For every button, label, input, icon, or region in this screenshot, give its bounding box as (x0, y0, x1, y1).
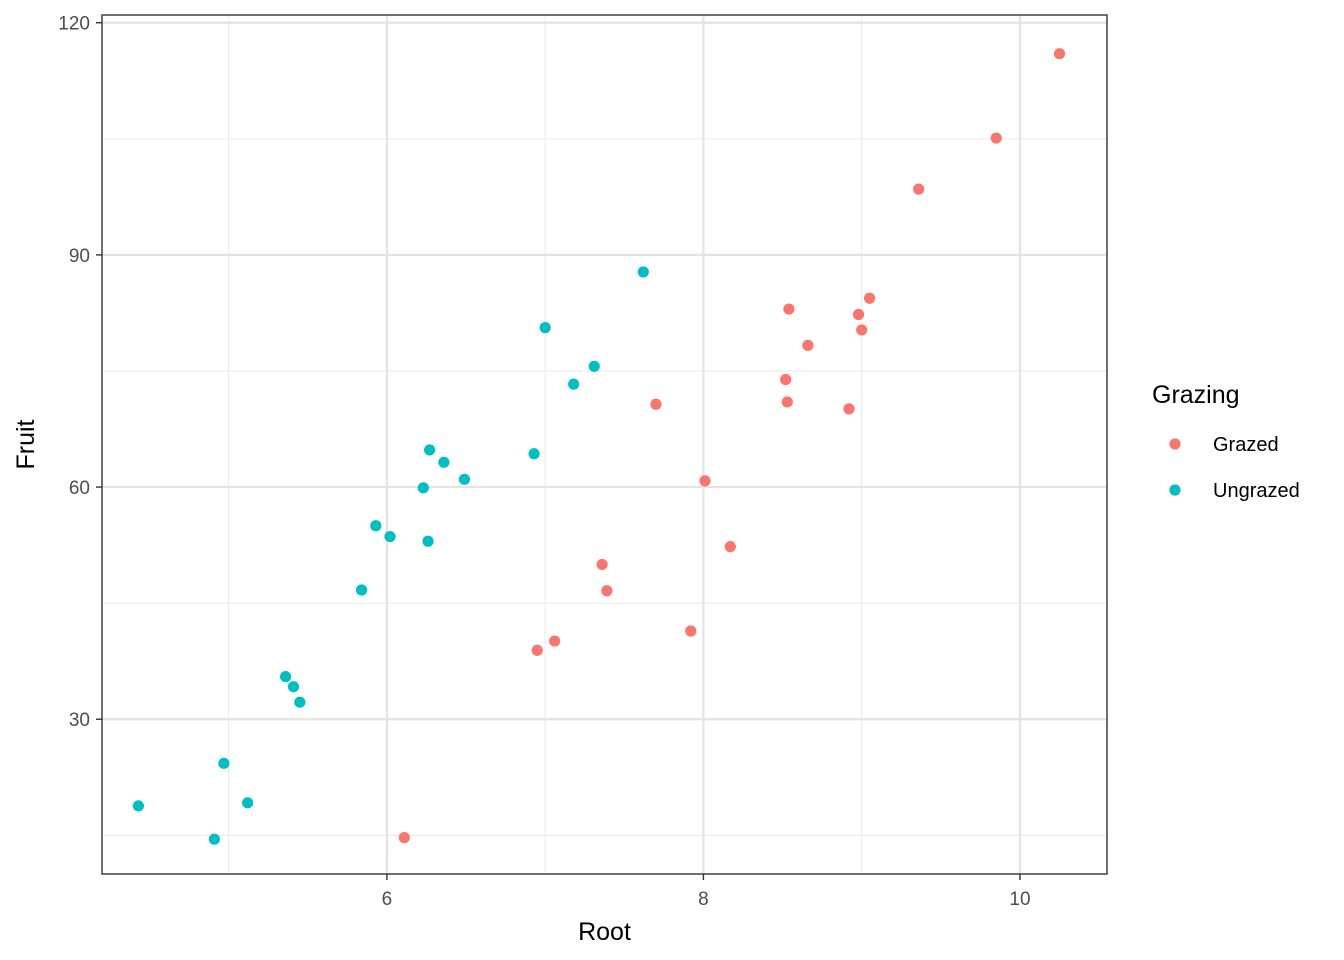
data-point-ungrazed (539, 322, 551, 334)
data-point-grazed (783, 303, 795, 315)
data-point-ungrazed (417, 482, 429, 494)
legend-label-ungrazed: Ungrazed (1213, 480, 1300, 502)
data-point-ungrazed (279, 671, 292, 683)
data-point-grazed (852, 308, 865, 321)
data-point-ungrazed (422, 535, 434, 547)
x-axis-title: Root (578, 918, 631, 946)
data-point-grazed (913, 183, 925, 195)
data-point-grazed (781, 396, 793, 408)
data-point-grazed (650, 398, 662, 410)
points-layer (132, 48, 1066, 845)
legend-title: Grazing (1152, 381, 1240, 409)
legend-label-grazed: Grazed (1213, 434, 1279, 456)
x-tick-label: 10 (1009, 889, 1030, 910)
y-tick-label: 60 (69, 478, 90, 499)
grid-layer (102, 15, 1107, 874)
data-point-grazed (685, 625, 697, 637)
data-point-ungrazed (208, 833, 220, 845)
legend: Grazing Grazed Ungrazed (1152, 381, 1300, 502)
data-point-grazed (601, 585, 613, 597)
data-point-grazed (398, 832, 410, 844)
data-point-grazed (802, 339, 814, 352)
plot-panel (102, 15, 1107, 874)
x-tick-label: 8 (698, 889, 709, 910)
data-point-grazed (780, 373, 792, 386)
data-point-ungrazed (528, 448, 540, 460)
legend-key-ungrazed (1169, 484, 1181, 496)
data-point-grazed (856, 324, 868, 336)
y-tick-label: 120 (58, 14, 90, 35)
data-point-ungrazed (242, 797, 254, 809)
axis-layer: 6 8 10 30 60 90 120 (58, 14, 1030, 910)
y-axis-title: Fruit (12, 419, 40, 469)
data-point-ungrazed (132, 800, 145, 812)
data-point-grazed (699, 475, 711, 487)
data-point-ungrazed (384, 530, 396, 543)
data-point-ungrazed (218, 757, 230, 769)
data-point-ungrazed (287, 681, 300, 693)
data-point-ungrazed (458, 473, 471, 485)
data-point-ungrazed (424, 444, 436, 456)
data-point-grazed (549, 635, 561, 647)
data-point-grazed (724, 541, 736, 553)
data-point-grazed (990, 132, 1002, 144)
data-point-grazed (596, 558, 608, 571)
legend-key-grazed (1169, 438, 1181, 450)
x-tick-label: 6 (382, 889, 393, 910)
data-point-ungrazed (438, 456, 450, 468)
data-point-ungrazed (568, 378, 580, 390)
legend-items: Grazed Ungrazed (1169, 434, 1300, 502)
data-point-grazed (1053, 48, 1066, 60)
data-point-ungrazed (370, 520, 382, 532)
data-point-grazed (863, 292, 876, 304)
data-point-grazed (531, 644, 543, 656)
data-point-ungrazed (355, 584, 368, 596)
panel-border (101, 14, 1108, 875)
data-point-ungrazed (637, 266, 649, 278)
data-point-grazed (843, 403, 855, 415)
y-tick-label: 30 (69, 710, 90, 731)
data-point-ungrazed (294, 696, 306, 708)
y-tick-label: 90 (69, 246, 90, 267)
data-point-ungrazed (588, 360, 600, 372)
